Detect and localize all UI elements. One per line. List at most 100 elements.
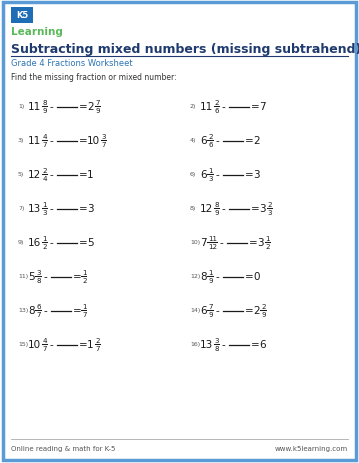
Text: 8: 8 [215, 345, 219, 351]
Text: 9: 9 [95, 108, 100, 113]
Text: 1: 1 [266, 236, 270, 242]
Text: =: = [79, 169, 88, 180]
Text: 5: 5 [87, 238, 94, 247]
Text: 4): 4) [190, 138, 196, 143]
Text: =: = [79, 238, 88, 247]
Text: 9: 9 [215, 209, 219, 215]
Text: 11: 11 [208, 236, 217, 242]
Text: =: = [251, 102, 260, 112]
Text: 3: 3 [87, 204, 94, 213]
Text: -: - [215, 305, 219, 315]
Text: 15): 15) [18, 341, 28, 346]
Bar [11, 8, 33, 24]
Text: K5: K5 [16, 12, 28, 20]
Text: 7: 7 [200, 238, 207, 247]
Text: 3: 3 [259, 204, 266, 213]
Text: Find the missing fraction or mixed number:: Find the missing fraction or mixed numbe… [11, 73, 177, 82]
Text: 3: 3 [36, 269, 41, 275]
Text: =: = [79, 136, 88, 146]
Text: -: - [50, 339, 53, 349]
Text: 6: 6 [215, 108, 219, 113]
Text: 9: 9 [208, 277, 213, 283]
Text: Online reading & math for K-5: Online reading & math for K-5 [11, 445, 115, 451]
Text: -: - [50, 102, 53, 112]
Text: =: = [245, 271, 253, 282]
Text: -: - [50, 204, 53, 213]
Text: -: - [215, 271, 219, 282]
Text: -: - [222, 102, 225, 112]
Text: Learning: Learning [11, 27, 63, 37]
Text: 13: 13 [28, 204, 41, 213]
Text: -: - [215, 169, 219, 180]
Text: =: = [79, 339, 88, 349]
Text: 8: 8 [42, 100, 47, 106]
Text: 9): 9) [18, 239, 24, 244]
Text: 6: 6 [259, 339, 266, 349]
Text: 5: 5 [28, 271, 34, 282]
Text: 6: 6 [200, 305, 207, 315]
Text: -: - [50, 136, 53, 146]
Text: 8: 8 [200, 271, 207, 282]
Text: 3: 3 [102, 134, 106, 140]
Text: 1: 1 [42, 202, 47, 207]
Text: 10: 10 [28, 339, 41, 349]
Text: 2: 2 [267, 202, 272, 207]
Text: 2: 2 [42, 244, 47, 250]
Text: 13): 13) [18, 307, 28, 313]
Text: 5): 5) [18, 172, 24, 176]
Text: -: - [215, 136, 219, 146]
Text: -: - [220, 238, 224, 247]
Text: 11): 11) [18, 274, 28, 278]
Text: 14): 14) [190, 307, 200, 313]
Text: 12): 12) [190, 274, 200, 278]
Text: 7: 7 [95, 345, 100, 351]
Text: 2: 2 [266, 244, 270, 250]
Text: -: - [50, 238, 53, 247]
Text: -: - [50, 169, 53, 180]
Text: =: = [79, 102, 88, 112]
Text: 6: 6 [208, 142, 213, 148]
Text: =: = [79, 204, 88, 213]
Text: 2: 2 [261, 303, 266, 309]
Text: 7: 7 [95, 100, 100, 106]
Text: 11: 11 [28, 102, 41, 112]
Text: 7: 7 [42, 142, 47, 148]
Text: 13: 13 [200, 339, 213, 349]
Text: =: = [73, 305, 81, 315]
Text: 0: 0 [253, 271, 260, 282]
Text: 1: 1 [42, 236, 47, 242]
Text: 1: 1 [82, 303, 87, 309]
Text: 2: 2 [253, 305, 260, 315]
Text: 11: 11 [28, 136, 41, 146]
Text: 2): 2) [190, 104, 196, 109]
Text: 12: 12 [28, 169, 41, 180]
Text: =: = [251, 204, 260, 213]
Text: 7): 7) [18, 206, 24, 211]
Text: 2: 2 [215, 100, 219, 106]
Text: -: - [43, 271, 47, 282]
Text: 1: 1 [208, 168, 213, 174]
Text: =: = [245, 305, 253, 315]
Text: 3: 3 [253, 169, 260, 180]
Text: =: = [249, 238, 258, 247]
Text: 9: 9 [42, 108, 47, 113]
Text: Subtracting mixed numbers (missing subtrahend): Subtracting mixed numbers (missing subtr… [11, 43, 359, 56]
Text: 3: 3 [267, 209, 272, 215]
Text: 2: 2 [87, 102, 94, 112]
Text: 3: 3 [215, 338, 219, 344]
Text: 7: 7 [82, 311, 87, 317]
Text: 3): 3) [18, 138, 24, 143]
Text: 3: 3 [208, 175, 213, 181]
Text: -: - [222, 339, 225, 349]
Text: 16: 16 [28, 238, 41, 247]
Text: 1: 1 [87, 339, 94, 349]
Text: -: - [43, 305, 47, 315]
Text: 16): 16) [190, 341, 200, 346]
Text: 1: 1 [82, 269, 87, 275]
Text: 1: 1 [87, 169, 94, 180]
Text: 8: 8 [36, 277, 41, 283]
Text: 6: 6 [200, 169, 207, 180]
Text: 2: 2 [208, 134, 213, 140]
Text: 1): 1) [18, 104, 24, 109]
Text: www.k5learning.com: www.k5learning.com [275, 445, 348, 451]
